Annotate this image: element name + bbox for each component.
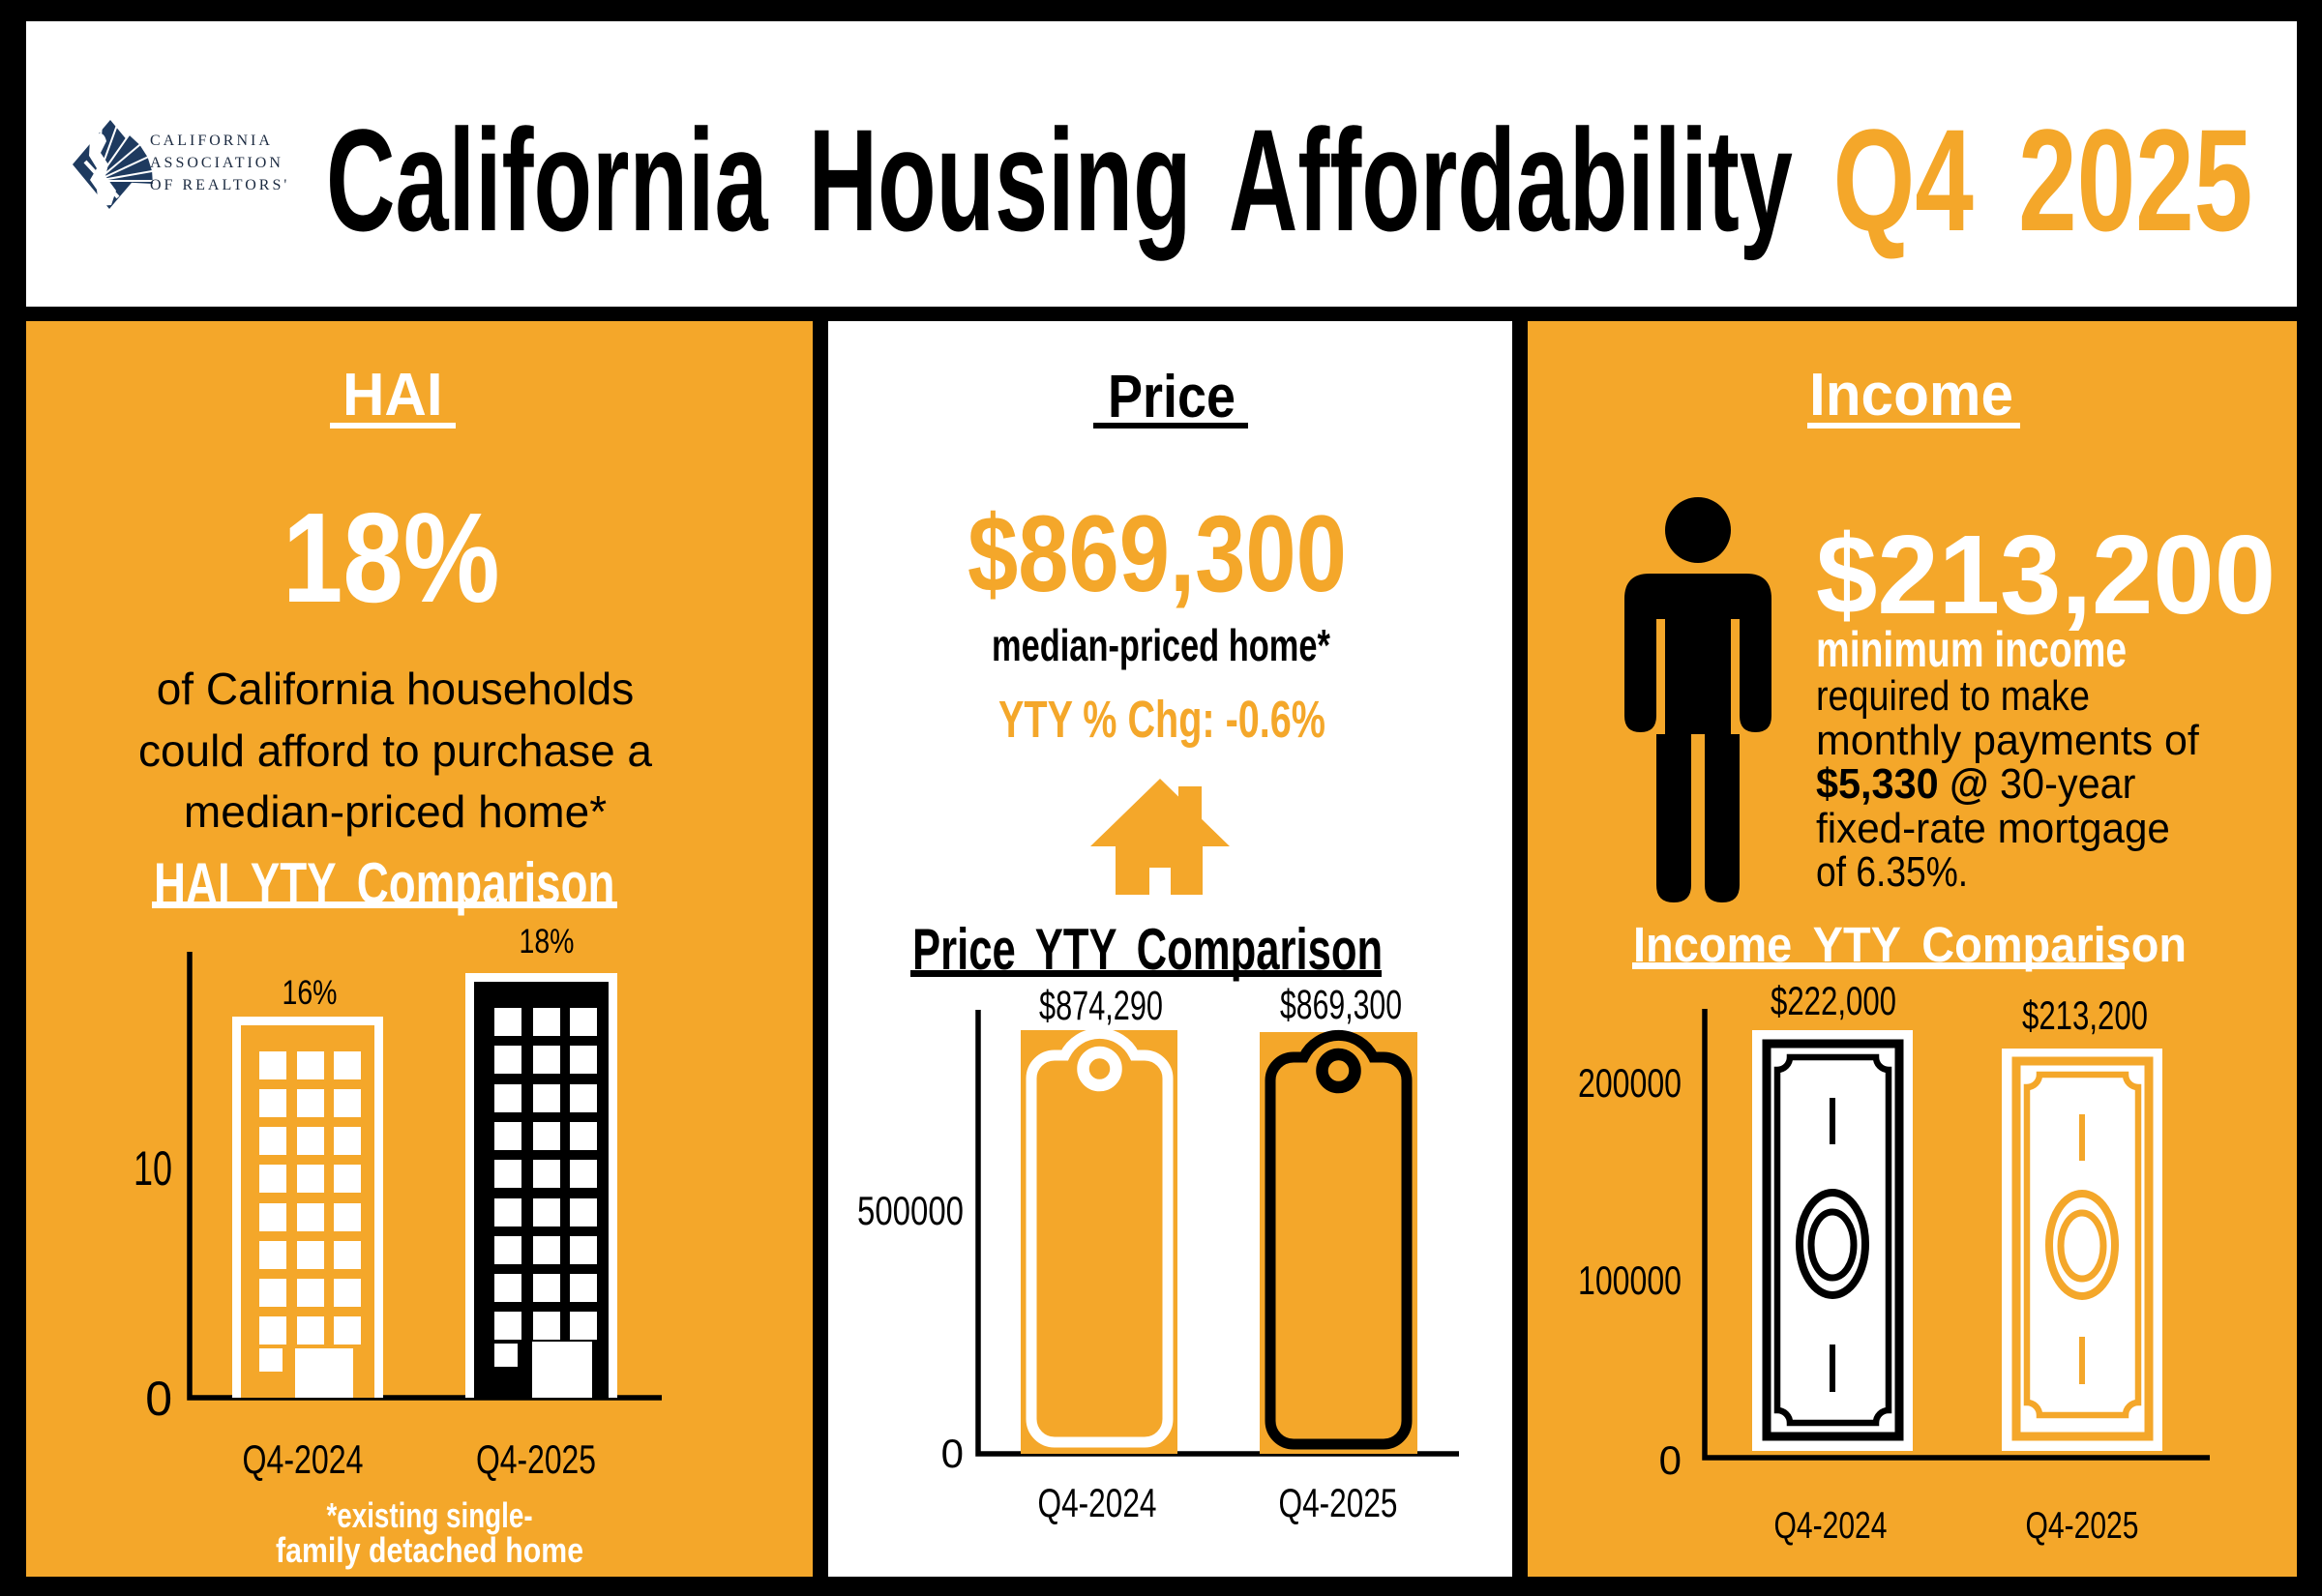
svg-text:0: 0 <box>1659 1437 1682 1483</box>
svg-text:500000: 500000 <box>857 1188 964 1233</box>
svg-text:$869,300: $869,300 <box>1280 982 1402 1028</box>
svg-text:Q4-2025: Q4-2025 <box>476 1436 596 1482</box>
svg-text:0: 0 <box>145 1372 172 1426</box>
svg-text:$213,200: $213,200 <box>2022 992 2148 1038</box>
svg-text:Q4-2024: Q4-2024 <box>1774 1505 1888 1547</box>
svg-text:0: 0 <box>941 1431 964 1476</box>
svg-text:Q4-2024: Q4-2024 <box>1038 1480 1157 1525</box>
svg-text:16%: 16% <box>283 974 338 1012</box>
svg-text:$874,290: $874,290 <box>1039 983 1163 1029</box>
svg-text:10: 10 <box>134 1141 172 1196</box>
svg-text:200000: 200000 <box>1578 1060 1682 1106</box>
svg-text:18%: 18% <box>520 923 575 961</box>
svg-text:$222,000: $222,000 <box>1771 978 1896 1023</box>
svg-text:Q4-2025: Q4-2025 <box>2026 1505 2139 1547</box>
svg-text:100000: 100000 <box>1578 1257 1682 1303</box>
svg-text:Q4-2024: Q4-2024 <box>243 1436 364 1482</box>
svg-text:Q4-2025: Q4-2025 <box>1279 1480 1398 1525</box>
